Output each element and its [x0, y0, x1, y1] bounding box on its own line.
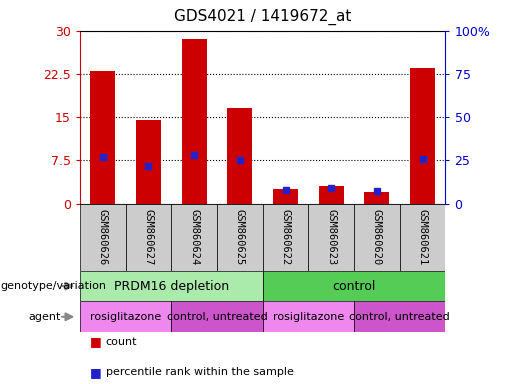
Bar	[181, 39, 207, 204]
Text: genotype/variation: genotype/variation	[0, 281, 106, 291]
Text: count: count	[106, 337, 137, 347]
Text: control: control	[332, 280, 376, 293]
Bar	[354, 301, 445, 332]
Bar	[410, 68, 435, 204]
Bar	[136, 120, 161, 204]
Bar	[263, 271, 445, 301]
Bar	[126, 204, 171, 271]
Text: ■: ■	[90, 366, 102, 379]
Bar	[80, 271, 263, 301]
Text: GSM860623: GSM860623	[326, 209, 336, 265]
Text: control, untreated: control, untreated	[166, 312, 267, 322]
Bar	[171, 204, 217, 271]
Bar	[217, 204, 263, 271]
Bar	[80, 301, 171, 332]
Text: agent: agent	[28, 312, 61, 322]
Text: GSM860627: GSM860627	[143, 209, 153, 265]
Text: GSM860621: GSM860621	[418, 209, 427, 265]
Bar	[263, 301, 354, 332]
Text: percentile rank within the sample: percentile rank within the sample	[106, 367, 294, 377]
Bar	[319, 186, 344, 204]
Text: ■: ■	[90, 335, 102, 348]
Bar	[263, 204, 308, 271]
Text: GSM860624: GSM860624	[189, 209, 199, 265]
Bar	[400, 204, 445, 271]
Text: GSM860625: GSM860625	[235, 209, 245, 265]
Text: GSM860620: GSM860620	[372, 209, 382, 265]
Bar	[227, 109, 252, 204]
Bar	[90, 71, 115, 204]
Text: rosiglitazone: rosiglitazone	[273, 312, 344, 322]
Bar	[273, 189, 298, 204]
Bar	[308, 204, 354, 271]
Bar	[80, 204, 126, 271]
Bar	[171, 301, 263, 332]
Text: PRDM16 depletion: PRDM16 depletion	[114, 280, 229, 293]
Text: GSM860622: GSM860622	[281, 209, 290, 265]
Text: GSM860626: GSM860626	[98, 209, 108, 265]
Bar	[354, 204, 400, 271]
Text: control, untreated: control, untreated	[349, 312, 450, 322]
Text: rosiglitazone: rosiglitazone	[90, 312, 161, 322]
Text: GDS4021 / 1419672_at: GDS4021 / 1419672_at	[174, 9, 351, 25]
Bar	[364, 192, 389, 204]
